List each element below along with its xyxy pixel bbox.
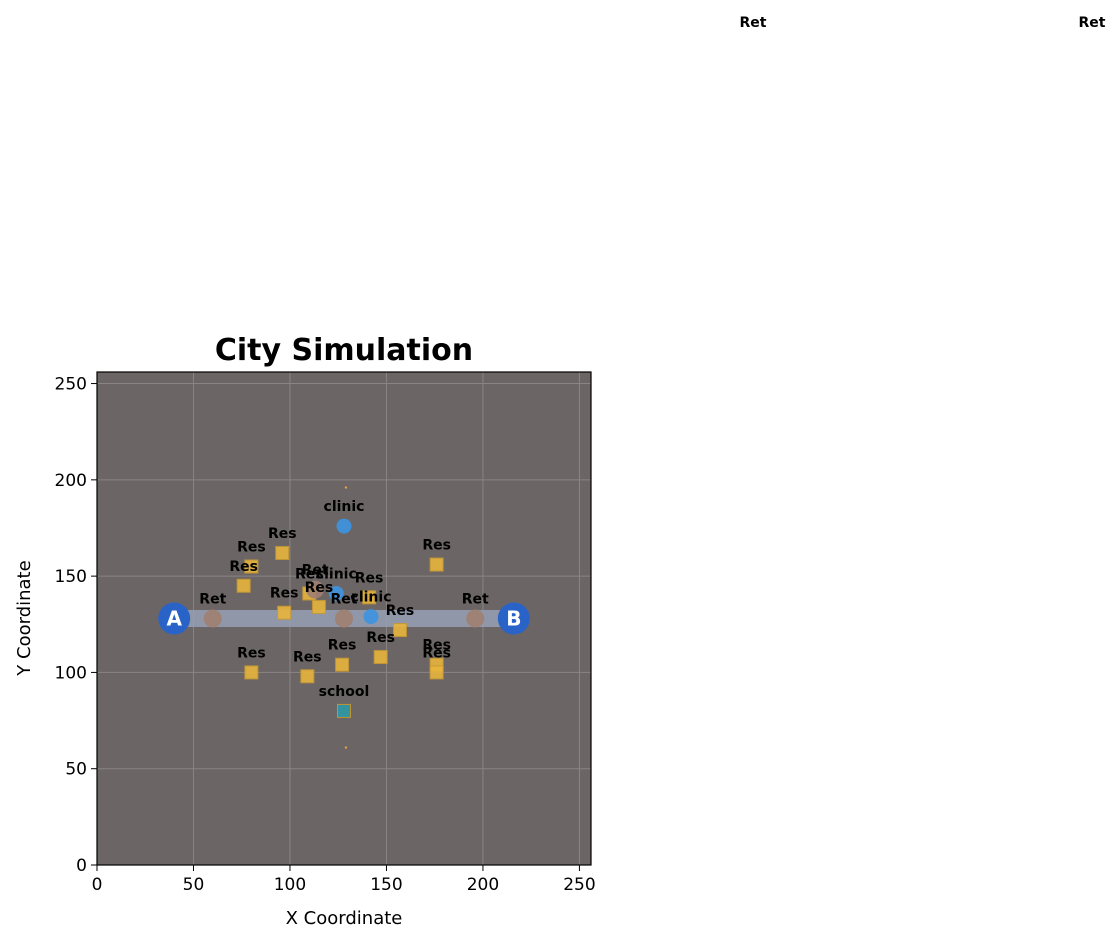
endpoint-b-label: B [506, 607, 521, 631]
res-label: Res [422, 638, 451, 654]
res-marker [335, 657, 350, 672]
res-label: Res [386, 603, 415, 619]
ret-label: Ret [302, 563, 329, 579]
res-label: Res [293, 649, 322, 665]
ret-label: Ret [199, 592, 226, 608]
res-marker [362, 590, 377, 605]
clinic-label: clinic [351, 590, 392, 606]
res-marker [311, 599, 326, 614]
chart-title: City Simulation [215, 333, 473, 368]
res-label: Res [422, 538, 451, 554]
ret-marker [466, 609, 485, 628]
y-tick-label: 0 [76, 856, 87, 876]
x-tick-label: 200 [467, 875, 499, 895]
res-marker [429, 665, 444, 680]
x-axis-label: X Coordinate [286, 908, 403, 929]
clinic-label: clinic [316, 566, 357, 582]
y-tick-label: 50 [65, 760, 87, 780]
y-tick-label: 250 [55, 375, 87, 395]
ret-label: Ret [331, 592, 358, 608]
res-label: Res [366, 630, 395, 646]
ret-marker [306, 580, 325, 599]
x-tick-label: 50 [183, 875, 205, 895]
clinic-label: clinic [324, 499, 365, 515]
endpoint-b-marker [497, 602, 530, 635]
res-marker [300, 669, 315, 684]
stray-label-ret-2: Ret [1079, 15, 1106, 31]
y-tick-label: 150 [55, 567, 87, 587]
y-axis-label: Y Coordinate [14, 560, 35, 676]
clinic-marker [336, 518, 352, 534]
res-marker [373, 650, 388, 665]
res-label: Res [237, 645, 266, 661]
res-label: Res [328, 638, 357, 654]
plot-frame [96, 371, 592, 866]
points-layer [158, 486, 530, 749]
res-label: Res [295, 566, 324, 582]
axis-ticks: 0 50 100 150 200 250 0 50 100 150 200 250 [55, 375, 596, 895]
y-tick-label: 100 [55, 663, 87, 683]
x-tick-label: 0 [92, 875, 103, 895]
clinic-marker [363, 609, 379, 625]
res-marker [277, 605, 292, 620]
stray-label-ret-1: Ret [740, 15, 767, 31]
small-marker [344, 486, 348, 489]
school-marker [337, 703, 351, 718]
res-marker [275, 546, 290, 561]
endpoint-a-label: A [166, 607, 182, 631]
res-marker [236, 578, 251, 593]
res-marker [244, 665, 259, 680]
res-label: Res [270, 586, 299, 602]
endpoint-a-marker [158, 602, 191, 635]
res-marker [392, 623, 407, 638]
small-marker [344, 746, 348, 749]
res-marker [429, 557, 444, 572]
y-tick-label: 200 [55, 471, 87, 491]
res-label: Res [229, 559, 258, 575]
res-label: Res [305, 580, 334, 596]
ret-label: Ret [462, 592, 489, 608]
x-tick-label: 100 [274, 875, 306, 895]
res-label: Res [422, 645, 451, 661]
res-label: Res [355, 570, 384, 586]
res-label: Res [268, 526, 297, 542]
ret-marker [203, 609, 222, 628]
x-tick-label: 150 [370, 875, 402, 895]
ret-marker [335, 609, 353, 628]
res-label: Res [237, 540, 266, 556]
x-tick-label: 250 [563, 875, 595, 895]
clinic-marker [328, 585, 344, 601]
res-marker [244, 559, 259, 574]
school-label: school [319, 684, 370, 700]
